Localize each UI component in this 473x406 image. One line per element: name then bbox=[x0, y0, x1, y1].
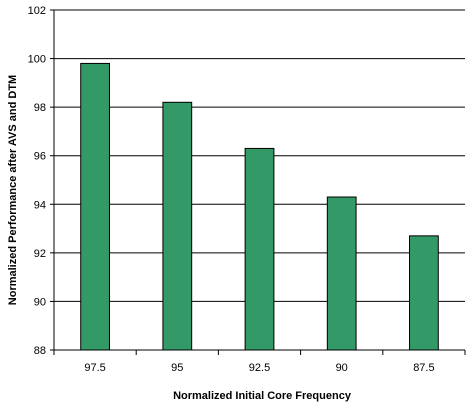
bars bbox=[80, 62, 439, 351]
y-tick-label: 90 bbox=[34, 296, 46, 308]
x-tick-labels: 97.5 95 92.5 90 87.5 bbox=[84, 362, 434, 374]
bar bbox=[162, 101, 193, 351]
y-tick-label: 88 bbox=[34, 345, 46, 357]
x-tick-label: 95 bbox=[171, 362, 183, 374]
y-tick-label: 94 bbox=[34, 199, 46, 211]
bar bbox=[409, 235, 439, 351]
y-tick-label: 98 bbox=[34, 102, 46, 114]
bar bbox=[244, 147, 275, 351]
bar bbox=[80, 62, 110, 351]
y-tick-label: 96 bbox=[34, 151, 46, 163]
x-tick-label: 97.5 bbox=[84, 362, 105, 374]
x-tick-label: 87.5 bbox=[413, 362, 434, 374]
y-axis-title: Normalized Performance after AVS and DTM bbox=[7, 75, 19, 305]
x-tick-label: 92.5 bbox=[249, 362, 270, 374]
bar bbox=[326, 196, 357, 351]
y-tick-label: 102 bbox=[28, 5, 46, 17]
y-tick-label: 92 bbox=[34, 248, 46, 260]
x-axis-title: Normalized Initial Core Frequency bbox=[173, 390, 352, 402]
x-tick-label: 90 bbox=[336, 362, 348, 374]
axes bbox=[50, 9, 466, 355]
y-tick-labels: 88 90 92 94 96 98 100 102 bbox=[28, 5, 46, 357]
y-tick-label: 100 bbox=[28, 54, 46, 66]
